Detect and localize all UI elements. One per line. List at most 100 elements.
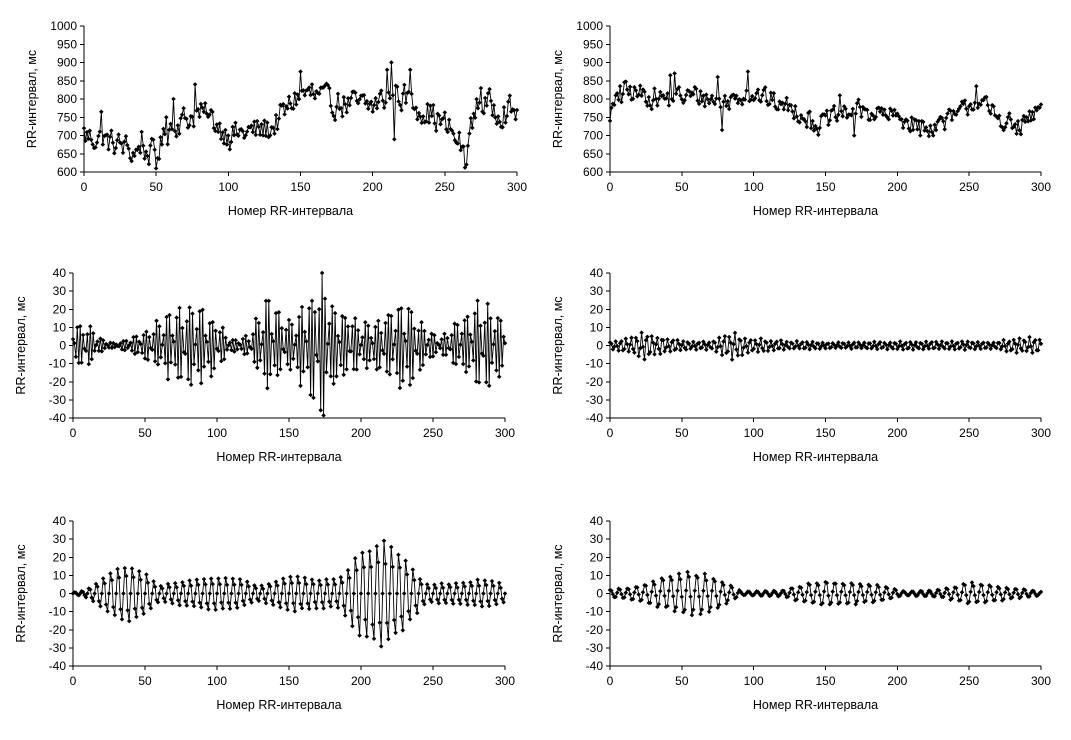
y-tick-label: -20 xyxy=(586,375,604,389)
data-point xyxy=(514,107,520,113)
data-point xyxy=(380,98,386,103)
data-point xyxy=(331,381,336,387)
data-point xyxy=(301,591,306,596)
data-point xyxy=(161,332,166,338)
x-axis-title: Номер RR-интервала xyxy=(753,698,878,712)
data-point xyxy=(316,578,322,583)
data-point xyxy=(368,335,374,341)
data-point xyxy=(426,585,431,591)
data-point xyxy=(370,341,375,346)
data-point xyxy=(249,123,254,128)
data-point xyxy=(400,378,406,383)
data-point xyxy=(494,121,500,126)
data-point xyxy=(718,343,723,349)
data-point xyxy=(446,117,452,123)
data-point xyxy=(678,93,683,98)
data-point xyxy=(268,584,273,589)
y-tick-label: 650 xyxy=(57,147,77,161)
data-point xyxy=(816,132,821,138)
data-point xyxy=(501,334,506,340)
data-point xyxy=(278,605,283,610)
data-point xyxy=(397,565,403,570)
data-point xyxy=(968,345,973,351)
data-point xyxy=(816,583,821,588)
data-point xyxy=(373,95,378,101)
data-point xyxy=(1017,336,1022,341)
data-point xyxy=(433,585,439,591)
data-point xyxy=(257,591,263,596)
data-point xyxy=(397,385,403,391)
data-point xyxy=(334,599,339,604)
data-point xyxy=(660,578,666,583)
data-point xyxy=(414,351,420,356)
data-point xyxy=(381,538,387,544)
data-point xyxy=(972,100,978,106)
data-point xyxy=(427,354,433,360)
data-point xyxy=(391,617,397,623)
data-point xyxy=(489,578,495,584)
data-point xyxy=(240,336,246,342)
data-point xyxy=(96,133,101,139)
data-point xyxy=(387,96,393,101)
data-point xyxy=(198,380,204,386)
data-point xyxy=(896,344,902,349)
data-point xyxy=(770,343,775,349)
data-point xyxy=(1010,595,1015,600)
data-point xyxy=(79,360,84,365)
data-point xyxy=(760,92,765,98)
data-point xyxy=(423,591,429,596)
data-point xyxy=(1001,596,1006,602)
data-point xyxy=(658,588,663,594)
data-point xyxy=(289,580,295,586)
data-point xyxy=(88,137,94,143)
data-point xyxy=(676,571,682,576)
data-point xyxy=(975,105,981,111)
data-point xyxy=(181,105,186,111)
data-point xyxy=(367,358,372,363)
data-point xyxy=(288,101,293,106)
data-point xyxy=(614,343,620,349)
data-point xyxy=(401,331,407,337)
data-point xyxy=(764,98,769,104)
data-point xyxy=(89,356,94,362)
data-point xyxy=(1020,348,1025,353)
data-point xyxy=(988,584,993,589)
data-point xyxy=(617,83,623,89)
data-point xyxy=(384,369,390,374)
y-tick-label: -10 xyxy=(49,605,67,619)
data-point xyxy=(507,93,513,98)
data-point xyxy=(474,96,479,102)
data-point xyxy=(219,358,224,364)
x-tick-label: 100 xyxy=(744,426,764,440)
data-point xyxy=(709,588,715,594)
data-point xyxy=(296,580,302,586)
data-point xyxy=(988,346,993,352)
data-point xyxy=(652,86,657,91)
data-point xyxy=(73,354,79,360)
y-tick-label: -40 xyxy=(586,411,604,425)
data-point xyxy=(513,117,518,122)
data-point xyxy=(152,147,157,152)
data-point xyxy=(257,358,263,363)
data-point xyxy=(718,589,723,594)
data-point xyxy=(402,82,407,88)
chart-2: 600 650 700 750 800 850 900 950 1000 0 50 100 150 200… xyxy=(551,19,1051,218)
data-point xyxy=(630,596,636,602)
data-point xyxy=(149,591,155,596)
data-point xyxy=(147,334,152,340)
data-point xyxy=(172,362,178,367)
data-point xyxy=(943,115,949,121)
data-point xyxy=(666,103,672,108)
y-axis-title: RR-интервал, мс xyxy=(14,544,28,642)
data-point xyxy=(449,332,454,338)
data-point xyxy=(791,592,797,597)
data-point xyxy=(426,337,431,343)
data-point xyxy=(1035,348,1041,353)
data-point xyxy=(139,129,144,135)
data-point xyxy=(144,329,149,334)
data-point xyxy=(135,349,141,355)
data-point xyxy=(675,588,680,593)
data-point xyxy=(120,150,126,156)
x-tick-label: 100 xyxy=(744,180,764,194)
x-tick-label: 300 xyxy=(1031,426,1051,440)
